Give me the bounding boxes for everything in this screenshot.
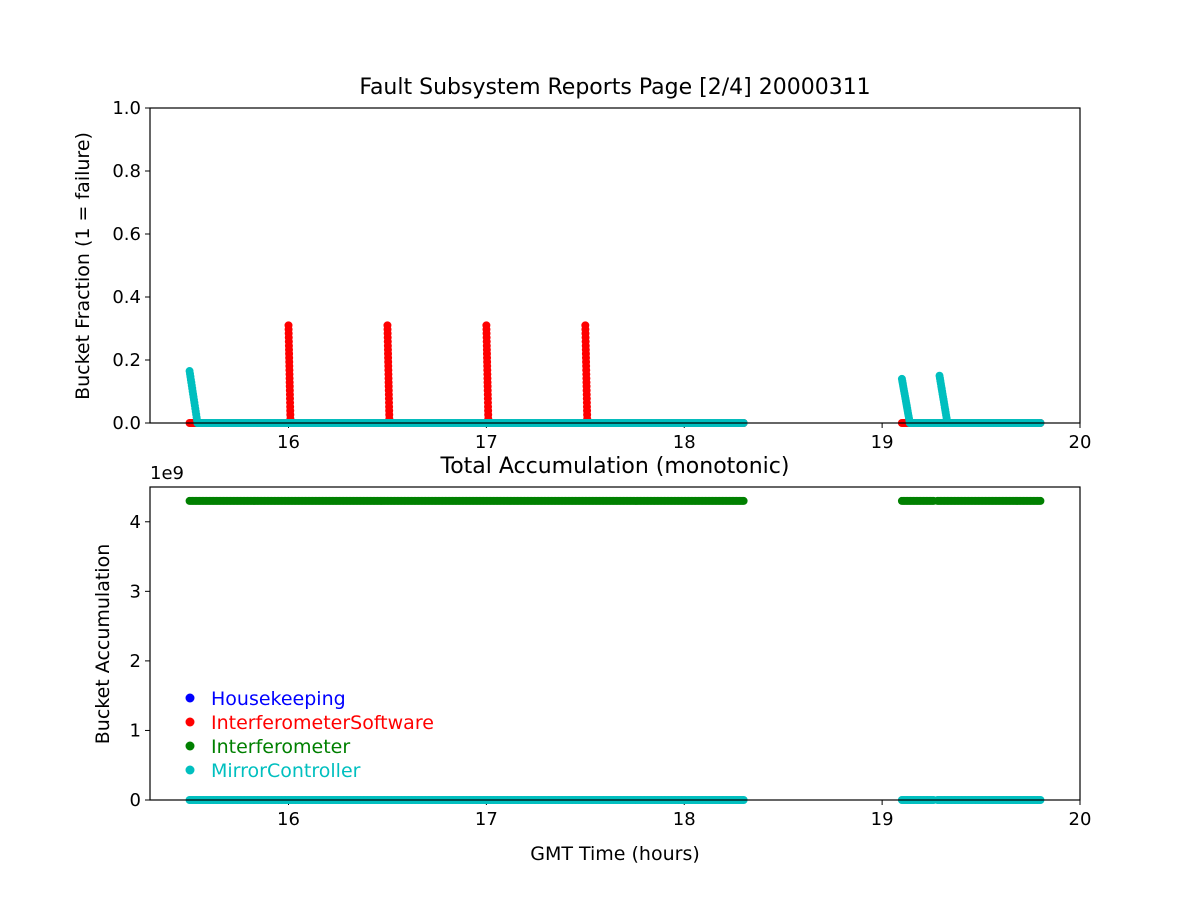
top-series-interferometer-software <box>185 321 1045 427</box>
top-series-mirror-controller <box>185 367 1045 427</box>
legend-marker-interferometer-software <box>185 717 195 727</box>
bottom-y-tick-label: 1 <box>130 720 141 741</box>
top-y-tick-label: 1.0 <box>112 98 141 119</box>
legend-marker-interferometer <box>185 741 195 751</box>
bottom-y-tick-label: 4 <box>130 512 141 533</box>
top-x-tick-label: 20 <box>1069 432 1092 453</box>
data-point <box>739 496 748 505</box>
bottom-y-tick-label: 3 <box>130 581 141 602</box>
bottom-y-ticks: 0 1 2 3 4 <box>130 512 150 811</box>
bottom-y-offset-label: 1e9 <box>150 463 184 484</box>
legend-marker-housekeeping <box>185 693 195 703</box>
legend: Housekeeping InterferometerSoftware Inte… <box>185 688 434 782</box>
bottom-x-tick-label: 16 <box>277 809 300 830</box>
top-x-ticks: 16 17 18 19 20 <box>277 423 1091 453</box>
top-y-tick-label: 0.6 <box>112 224 141 245</box>
legend-marker-mirror-controller <box>185 765 195 775</box>
top-y-tick-label: 0.2 <box>112 350 141 371</box>
data-point <box>1036 496 1045 505</box>
bottom-x-tick-label: 18 <box>673 809 696 830</box>
legend-label-mirror-controller: MirrorController <box>211 760 361 782</box>
bottom-y-tick-label: 2 <box>130 651 141 672</box>
legend-label-housekeeping: Housekeeping <box>211 688 346 710</box>
top-plot-title: Fault Subsystem Reports Page [2/4] 20000… <box>359 75 870 100</box>
top-y-ticks: 0.0 0.2 0.4 0.6 0.8 1.0 <box>112 98 150 434</box>
top-x-tick-label: 17 <box>475 432 498 453</box>
top-subplot: Fault Subsystem Reports Page [2/4] 20000… <box>72 75 1091 453</box>
bottom-subplot: Total Accumulation (monotonic) 1e9 Bucke… <box>92 454 1091 865</box>
bottom-y-tick-label: 0 <box>130 790 141 811</box>
top-x-tick-label: 19 <box>871 432 894 453</box>
bottom-plot-title: Total Accumulation (monotonic) <box>440 454 790 479</box>
top-x-tick-label: 18 <box>673 432 696 453</box>
top-x-tick-label: 16 <box>277 432 300 453</box>
top-y-tick-label: 0.0 <box>112 413 141 434</box>
bottom-x-tick-label: 19 <box>871 809 894 830</box>
legend-label-interferometer-software: InterferometerSoftware <box>211 712 434 734</box>
bottom-x-tick-label: 17 <box>475 809 498 830</box>
bottom-y-axis-title: Bucket Accumulation <box>92 544 114 745</box>
bottom-x-ticks: 16 17 18 19 20 <box>277 800 1091 830</box>
top-plot-frame <box>149 107 1081 424</box>
top-y-tick-label: 0.8 <box>112 161 141 182</box>
top-y-tick-label: 0.4 <box>112 287 141 308</box>
legend-label-interferometer: Interferometer <box>211 736 350 758</box>
bottom-x-axis-title: GMT Time (hours) <box>530 843 700 865</box>
bottom-series-interferometer <box>185 496 1045 505</box>
top-y-axis-title: Bucket Fraction (1 = failure) <box>72 132 94 400</box>
top-data-points <box>185 321 1045 427</box>
bottom-x-tick-label: 20 <box>1069 809 1092 830</box>
bottom-plot-frame <box>149 486 1081 801</box>
